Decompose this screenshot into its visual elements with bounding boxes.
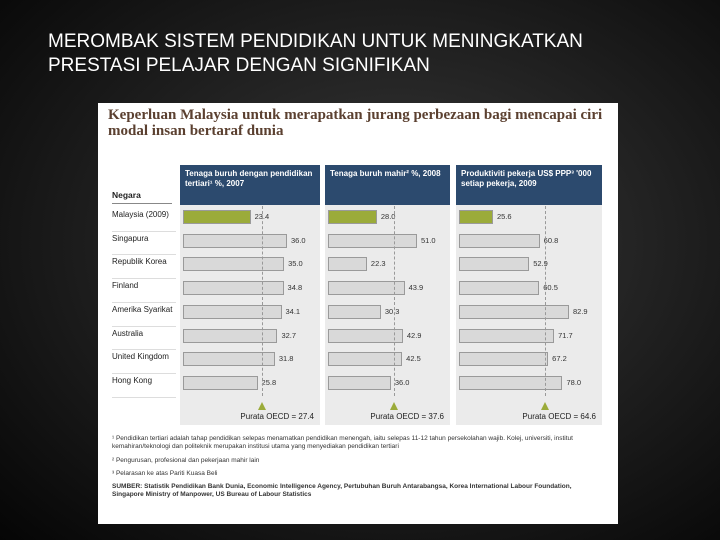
value-label: 35.0: [288, 259, 303, 269]
row-separator: [112, 254, 176, 256]
value-label: 52.9: [533, 259, 548, 269]
bar: [328, 257, 367, 272]
row-separator: [112, 396, 176, 398]
bar: [183, 257, 285, 272]
footnote: ¹ Pendidikan tertiari adalah tahap pendi…: [112, 435, 573, 450]
footnote: ² Pengurusan, profesional dan pekerjaan …: [112, 457, 260, 464]
bar: [459, 352, 549, 367]
bar: [328, 281, 405, 296]
bar: [328, 210, 377, 224]
value-label: 42.9: [406, 330, 422, 340]
reference-marker: [258, 401, 267, 410]
bar: [183, 328, 278, 343]
value-label: 31.8: [278, 354, 294, 364]
row-separator: [112, 372, 176, 374]
value-label: 25.8: [261, 377, 277, 387]
value-label: 32.7: [281, 330, 297, 340]
category-label: Amerika Syarikat: [112, 304, 173, 314]
chart-header: Produktiviti pekerja US$ PPP³ '000 setia…: [456, 165, 602, 205]
bar: [183, 210, 251, 224]
value-label: 30.3: [384, 306, 400, 316]
bar: [183, 304, 282, 319]
bar: [183, 352, 275, 367]
footnote: ³ Pelarasan ke atas Pariti Kuasa Beli: [112, 470, 218, 477]
value-label: 34.8: [287, 283, 303, 293]
category-label: Singapura: [112, 233, 149, 243]
bar: [459, 375, 563, 390]
row-separator: [112, 278, 176, 280]
reference-label: Purata OECD = 64.6: [522, 411, 596, 421]
bar: [328, 352, 403, 367]
slide-title: MEROMBAK SISTEM PENDIDIKAN UNTUK MENINGK…: [48, 31, 583, 76]
category-label: Hong Kong: [112, 375, 153, 385]
bar: [459, 328, 555, 343]
chart-header: Tenaga buruh mahir² %, 2008: [325, 165, 450, 205]
figure: Keperluan Malaysia untuk merapatkan jura…: [98, 103, 618, 524]
reference-line: [393, 206, 395, 396]
category-label: Finland: [112, 281, 139, 291]
bar: [328, 233, 417, 248]
value-label: 43.9: [408, 283, 424, 293]
value-label: 23.4: [254, 212, 270, 221]
reference-label: Purata OECD = 27.4: [240, 411, 314, 421]
bar: [459, 281, 540, 296]
bar: [459, 210, 493, 224]
bar: [459, 304, 569, 319]
value-label: 34.1: [285, 306, 301, 316]
bar: [183, 233, 287, 248]
row-separator: [112, 325, 176, 327]
chart-header: Tenaga buruh dengan pendidikan tertiari¹…: [180, 165, 320, 205]
value-label: 60.8: [543, 235, 559, 245]
value-label: 28.0: [380, 212, 396, 221]
row-separator: [112, 230, 176, 232]
value-label: 60.5: [543, 283, 558, 293]
value-label: 25.6: [496, 212, 512, 221]
row-separator: [112, 301, 176, 303]
bar: [459, 233, 540, 248]
bar: [328, 304, 381, 319]
category-header: Negara: [112, 191, 172, 204]
bar: [183, 281, 284, 296]
value-label: 71.7: [558, 330, 573, 340]
category-label: United Kingdom: [112, 352, 169, 362]
value-label: 67.2: [552, 354, 567, 364]
value-label: 82.9: [573, 306, 588, 316]
reference-marker: [389, 401, 398, 410]
reference-marker: [540, 401, 549, 410]
value-label: 51.0: [421, 235, 436, 245]
bar: [328, 375, 391, 390]
row-separator: [112, 349, 176, 351]
figure-title: Keperluan Malaysia untuk merapatkan jura…: [108, 107, 603, 139]
value-label: 22.3: [370, 259, 386, 269]
value-label: 42.5: [406, 354, 421, 364]
bar: [183, 375, 258, 390]
value-label: 36.0: [291, 235, 306, 245]
value-label: 78.0: [566, 377, 582, 387]
footnote: SUMBER: Statistik Pendidikan Bank Dunia,…: [112, 483, 572, 498]
category-label: Republik Korea: [112, 257, 167, 267]
reference-line: [544, 206, 546, 396]
category-label: Australia: [112, 328, 144, 338]
category-label: Malaysia (2009): [112, 210, 169, 219]
reference-label: Purata OECD = 37.6: [370, 411, 444, 421]
value-label: 36.0: [394, 377, 410, 387]
reference-line: [262, 206, 264, 396]
bar: [328, 328, 403, 343]
bar: [459, 257, 530, 272]
